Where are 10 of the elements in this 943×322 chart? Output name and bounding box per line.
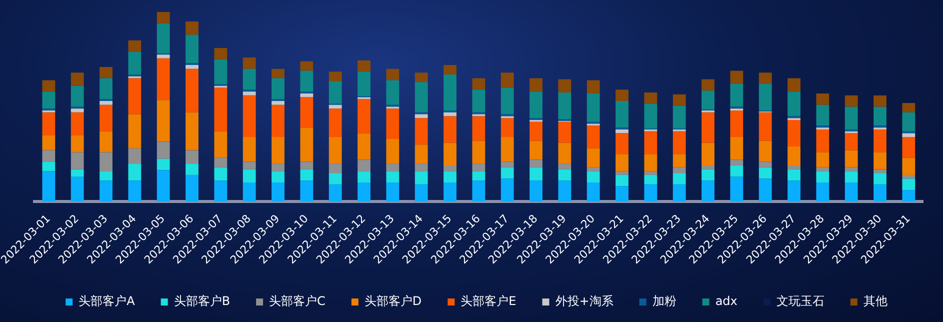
legend-label: 加粉 [652,294,676,308]
legend-label: 头部客户C [269,294,326,308]
legend-label: 头部客户D [364,294,422,308]
legend-label: 头部客户E [460,294,516,308]
legend-label: 其他 [863,294,888,308]
legend-label: 头部客户B [174,294,230,308]
legend-label: 文玩玉石 [776,294,824,308]
legend-label: adx [715,294,738,308]
legend-label: 头部客户A [78,294,136,308]
legend-label: 外投+淘系 [555,294,614,308]
